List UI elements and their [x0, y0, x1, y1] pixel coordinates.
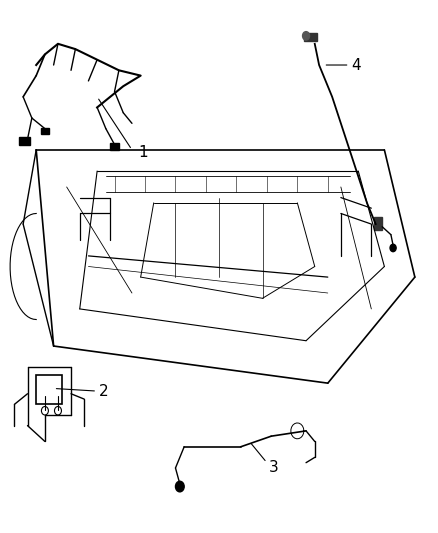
Bar — [41, 127, 49, 134]
Circle shape — [303, 31, 310, 40]
Text: 4: 4 — [352, 58, 361, 72]
Text: 1: 1 — [138, 145, 148, 160]
Circle shape — [390, 244, 396, 252]
Bar — [374, 217, 382, 230]
Text: 3: 3 — [269, 461, 279, 475]
Text: 2: 2 — [99, 384, 109, 399]
Bar — [110, 143, 119, 150]
Bar — [304, 33, 317, 41]
Bar — [36, 375, 62, 405]
Circle shape — [176, 481, 184, 492]
Bar — [19, 136, 30, 144]
